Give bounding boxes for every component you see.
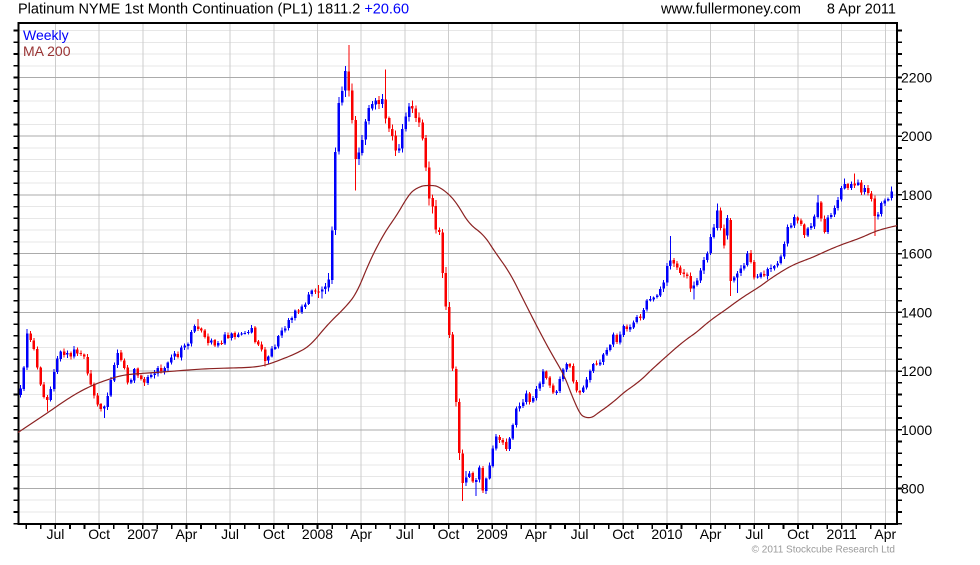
svg-text:Oct: Oct xyxy=(263,526,285,542)
svg-text:2008: 2008 xyxy=(302,526,333,542)
svg-text:8 Apr 2011: 8 Apr 2011 xyxy=(827,2,896,18)
svg-text:1400: 1400 xyxy=(901,304,932,320)
svg-text:Apr: Apr xyxy=(874,526,896,542)
svg-text:Jul: Jul xyxy=(571,526,589,542)
svg-text:800: 800 xyxy=(901,481,925,497)
svg-text:© 2011 Stockcube Research Ltd: © 2011 Stockcube Research Ltd xyxy=(752,545,895,556)
svg-text:Oct: Oct xyxy=(88,526,110,542)
svg-text:1000: 1000 xyxy=(901,422,932,438)
svg-text:Apr: Apr xyxy=(525,526,547,542)
svg-text:1600: 1600 xyxy=(901,246,932,262)
svg-text:Apr: Apr xyxy=(350,526,372,542)
svg-text:Platinum NYME 1st Month Contin: Platinum NYME 1st Month Continuation (PL… xyxy=(18,2,409,18)
svg-text:Oct: Oct xyxy=(438,526,460,542)
svg-text:Oct: Oct xyxy=(612,526,634,542)
svg-text:MA 200: MA 200 xyxy=(23,43,71,59)
svg-text:1200: 1200 xyxy=(901,363,932,379)
svg-text:2007: 2007 xyxy=(127,526,158,542)
svg-text:2009: 2009 xyxy=(477,526,508,542)
svg-text:2010: 2010 xyxy=(651,526,682,542)
svg-text:Weekly: Weekly xyxy=(23,27,69,43)
svg-text:Jul: Jul xyxy=(745,526,763,542)
svg-text:Jul: Jul xyxy=(396,526,414,542)
svg-text:Jul: Jul xyxy=(221,526,239,542)
svg-text:1800: 1800 xyxy=(901,187,932,203)
svg-text:Apr: Apr xyxy=(176,526,198,542)
svg-text:Oct: Oct xyxy=(787,526,809,542)
svg-text:2200: 2200 xyxy=(901,70,932,86)
svg-text:Apr: Apr xyxy=(700,526,722,542)
svg-text:2011: 2011 xyxy=(827,526,857,542)
svg-text:2000: 2000 xyxy=(901,128,932,144)
svg-text:www.fullermoney.com: www.fullermoney.com xyxy=(660,2,801,18)
svg-text:Jul: Jul xyxy=(46,526,64,542)
